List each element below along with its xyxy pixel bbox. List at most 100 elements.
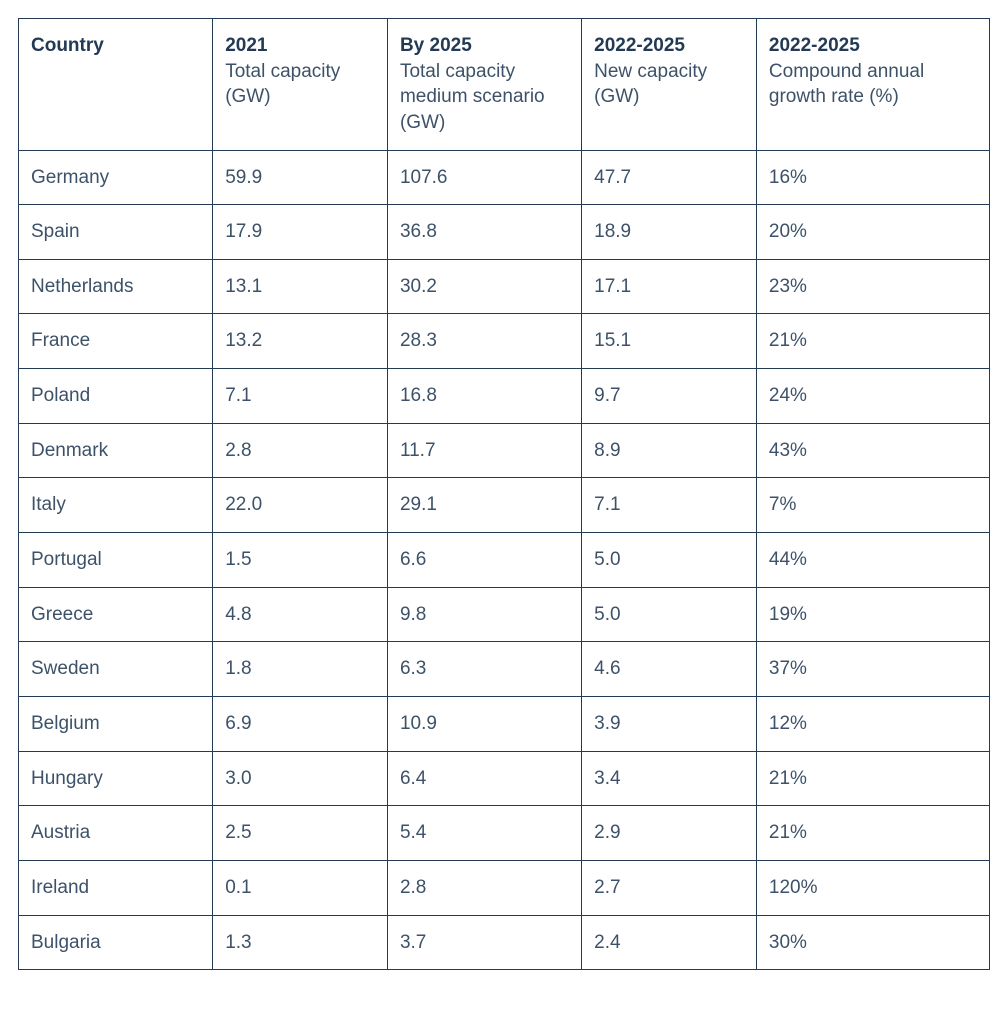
table-cell: 7%	[756, 478, 989, 533]
table-cell: 19%	[756, 587, 989, 642]
table-row: France13.228.315.121%	[19, 314, 990, 369]
table-cell: 21%	[756, 314, 989, 369]
table-cell: 3.9	[582, 696, 757, 751]
table-cell: Italy	[19, 478, 213, 533]
table-cell: 59.9	[213, 150, 388, 205]
col-header-bold: By 2025	[400, 33, 569, 59]
table-cell: Netherlands	[19, 259, 213, 314]
table-cell: Poland	[19, 369, 213, 424]
table-cell: 9.8	[387, 587, 581, 642]
table-cell: 36.8	[387, 205, 581, 260]
col-header-bold: 2022-2025	[594, 33, 744, 59]
table-cell: France	[19, 314, 213, 369]
table-cell: 21%	[756, 806, 989, 861]
table-cell: 5.0	[582, 533, 757, 588]
table-cell: 44%	[756, 533, 989, 588]
table-cell: Spain	[19, 205, 213, 260]
table-cell: 29.1	[387, 478, 581, 533]
table-cell: 30%	[756, 915, 989, 970]
table-body: Germany59.9107.647.716%Spain17.936.818.9…	[19, 150, 990, 970]
table-cell: 20%	[756, 205, 989, 260]
table-row: Bulgaria1.33.72.430%	[19, 915, 990, 970]
table-row: Greece4.89.85.019%	[19, 587, 990, 642]
table-cell: 24%	[756, 369, 989, 424]
table-cell: 10.9	[387, 696, 581, 751]
table-cell: Belgium	[19, 696, 213, 751]
table-row: Italy22.029.17.17%	[19, 478, 990, 533]
col-header-country: Country	[19, 19, 213, 151]
table-cell: 37%	[756, 642, 989, 697]
col-header-bold: 2022-2025	[769, 33, 977, 59]
table-cell: 120%	[756, 860, 989, 915]
table-cell: 30.2	[387, 259, 581, 314]
table-cell: 12%	[756, 696, 989, 751]
table-cell: 16.8	[387, 369, 581, 424]
table-cell: 2.8	[387, 860, 581, 915]
table-cell: 22.0	[213, 478, 388, 533]
table-cell: 6.3	[387, 642, 581, 697]
table-row: Belgium6.910.93.912%	[19, 696, 990, 751]
col-header-cagr: 2022-2025 Compound annual growth rate (%…	[756, 19, 989, 151]
table-cell: Bulgaria	[19, 915, 213, 970]
table-cell: 2.8	[213, 423, 388, 478]
table-cell: 23%	[756, 259, 989, 314]
table-cell: Greece	[19, 587, 213, 642]
table-row: Ireland0.12.82.7120%	[19, 860, 990, 915]
table-cell: 13.1	[213, 259, 388, 314]
table-cell: 2.4	[582, 915, 757, 970]
table-cell: Denmark	[19, 423, 213, 478]
col-header-sub: New capacity (GW)	[594, 59, 744, 110]
table-cell: Hungary	[19, 751, 213, 806]
table-cell: 3.4	[582, 751, 757, 806]
col-header-sub: Total capacity (GW)	[225, 59, 375, 110]
table-cell: Sweden	[19, 642, 213, 697]
table-cell: 6.4	[387, 751, 581, 806]
table-cell: 0.1	[213, 860, 388, 915]
table-row: Hungary3.06.43.421%	[19, 751, 990, 806]
capacity-table: Country 2021 Total capacity (GW) By 2025…	[18, 18, 990, 970]
table-cell: 17.1	[582, 259, 757, 314]
table-cell: 4.6	[582, 642, 757, 697]
table-cell: Portugal	[19, 533, 213, 588]
table-cell: 7.1	[213, 369, 388, 424]
table-row: Denmark2.811.78.943%	[19, 423, 990, 478]
table-cell: 9.7	[582, 369, 757, 424]
table-row: Germany59.9107.647.716%	[19, 150, 990, 205]
table-cell: 5.0	[582, 587, 757, 642]
col-header-bold: 2021	[225, 33, 375, 59]
table-cell: 13.2	[213, 314, 388, 369]
col-header-2021: 2021 Total capacity (GW)	[213, 19, 388, 151]
table-cell: 5.4	[387, 806, 581, 861]
table-cell: 16%	[756, 150, 989, 205]
table-cell: 28.3	[387, 314, 581, 369]
table-row: Netherlands13.130.217.123%	[19, 259, 990, 314]
table-cell: Ireland	[19, 860, 213, 915]
table-row: Portugal1.56.65.044%	[19, 533, 990, 588]
table-cell: Austria	[19, 806, 213, 861]
table-cell: 3.7	[387, 915, 581, 970]
table-cell: 21%	[756, 751, 989, 806]
table-cell: 6.6	[387, 533, 581, 588]
table-cell: 43%	[756, 423, 989, 478]
table-cell: 47.7	[582, 150, 757, 205]
col-header-bold: Country	[31, 33, 200, 59]
table-cell: 11.7	[387, 423, 581, 478]
table-cell: 17.9	[213, 205, 388, 260]
table-cell: 1.3	[213, 915, 388, 970]
table-cell: 2.9	[582, 806, 757, 861]
table-row: Spain17.936.818.920%	[19, 205, 990, 260]
col-header-by-2025: By 2025 Total capacity medium scenario (…	[387, 19, 581, 151]
col-header-sub: Compound annual growth rate (%)	[769, 59, 977, 110]
table-cell: 6.9	[213, 696, 388, 751]
table-cell: 107.6	[387, 150, 581, 205]
table-cell: 8.9	[582, 423, 757, 478]
table-row: Austria2.55.42.921%	[19, 806, 990, 861]
table-cell: 4.8	[213, 587, 388, 642]
table-cell: 3.0	[213, 751, 388, 806]
col-header-new-capacity: 2022-2025 New capacity (GW)	[582, 19, 757, 151]
table-header-row: Country 2021 Total capacity (GW) By 2025…	[19, 19, 990, 151]
table-cell: 7.1	[582, 478, 757, 533]
table-cell: Germany	[19, 150, 213, 205]
table-row: Sweden1.86.34.637%	[19, 642, 990, 697]
table-cell: 18.9	[582, 205, 757, 260]
